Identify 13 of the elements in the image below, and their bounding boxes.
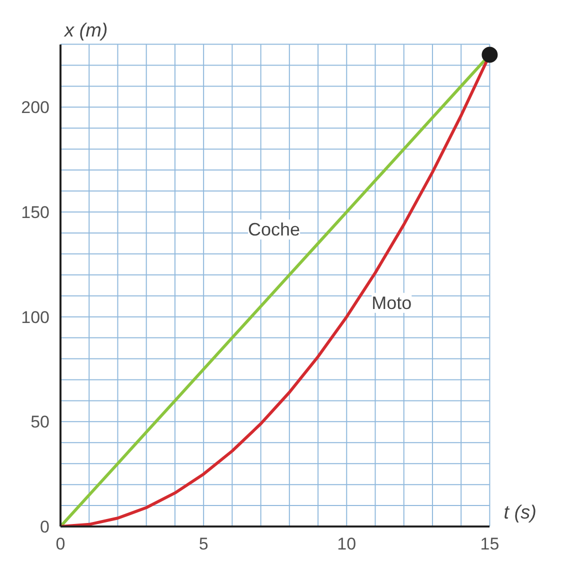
x-tick-label: 5 (198, 534, 208, 554)
y-tick-label: 0 (40, 518, 50, 536)
x-tick-label: 10 (337, 534, 356, 554)
y-axis-title: x (m) (64, 20, 108, 42)
x-tick-label: 0 (56, 534, 66, 554)
y-tick-label: 150 (21, 202, 50, 222)
series-label: Coche (248, 219, 300, 240)
y-tick-label: 100 (21, 308, 50, 327)
series-label: Moto (372, 292, 412, 313)
y-tick-label: 200 (21, 98, 50, 118)
y-tick-label: 50 (30, 412, 50, 432)
x-axis-title: t (s) (504, 502, 536, 524)
x-tick-label: 15 (480, 534, 500, 554)
